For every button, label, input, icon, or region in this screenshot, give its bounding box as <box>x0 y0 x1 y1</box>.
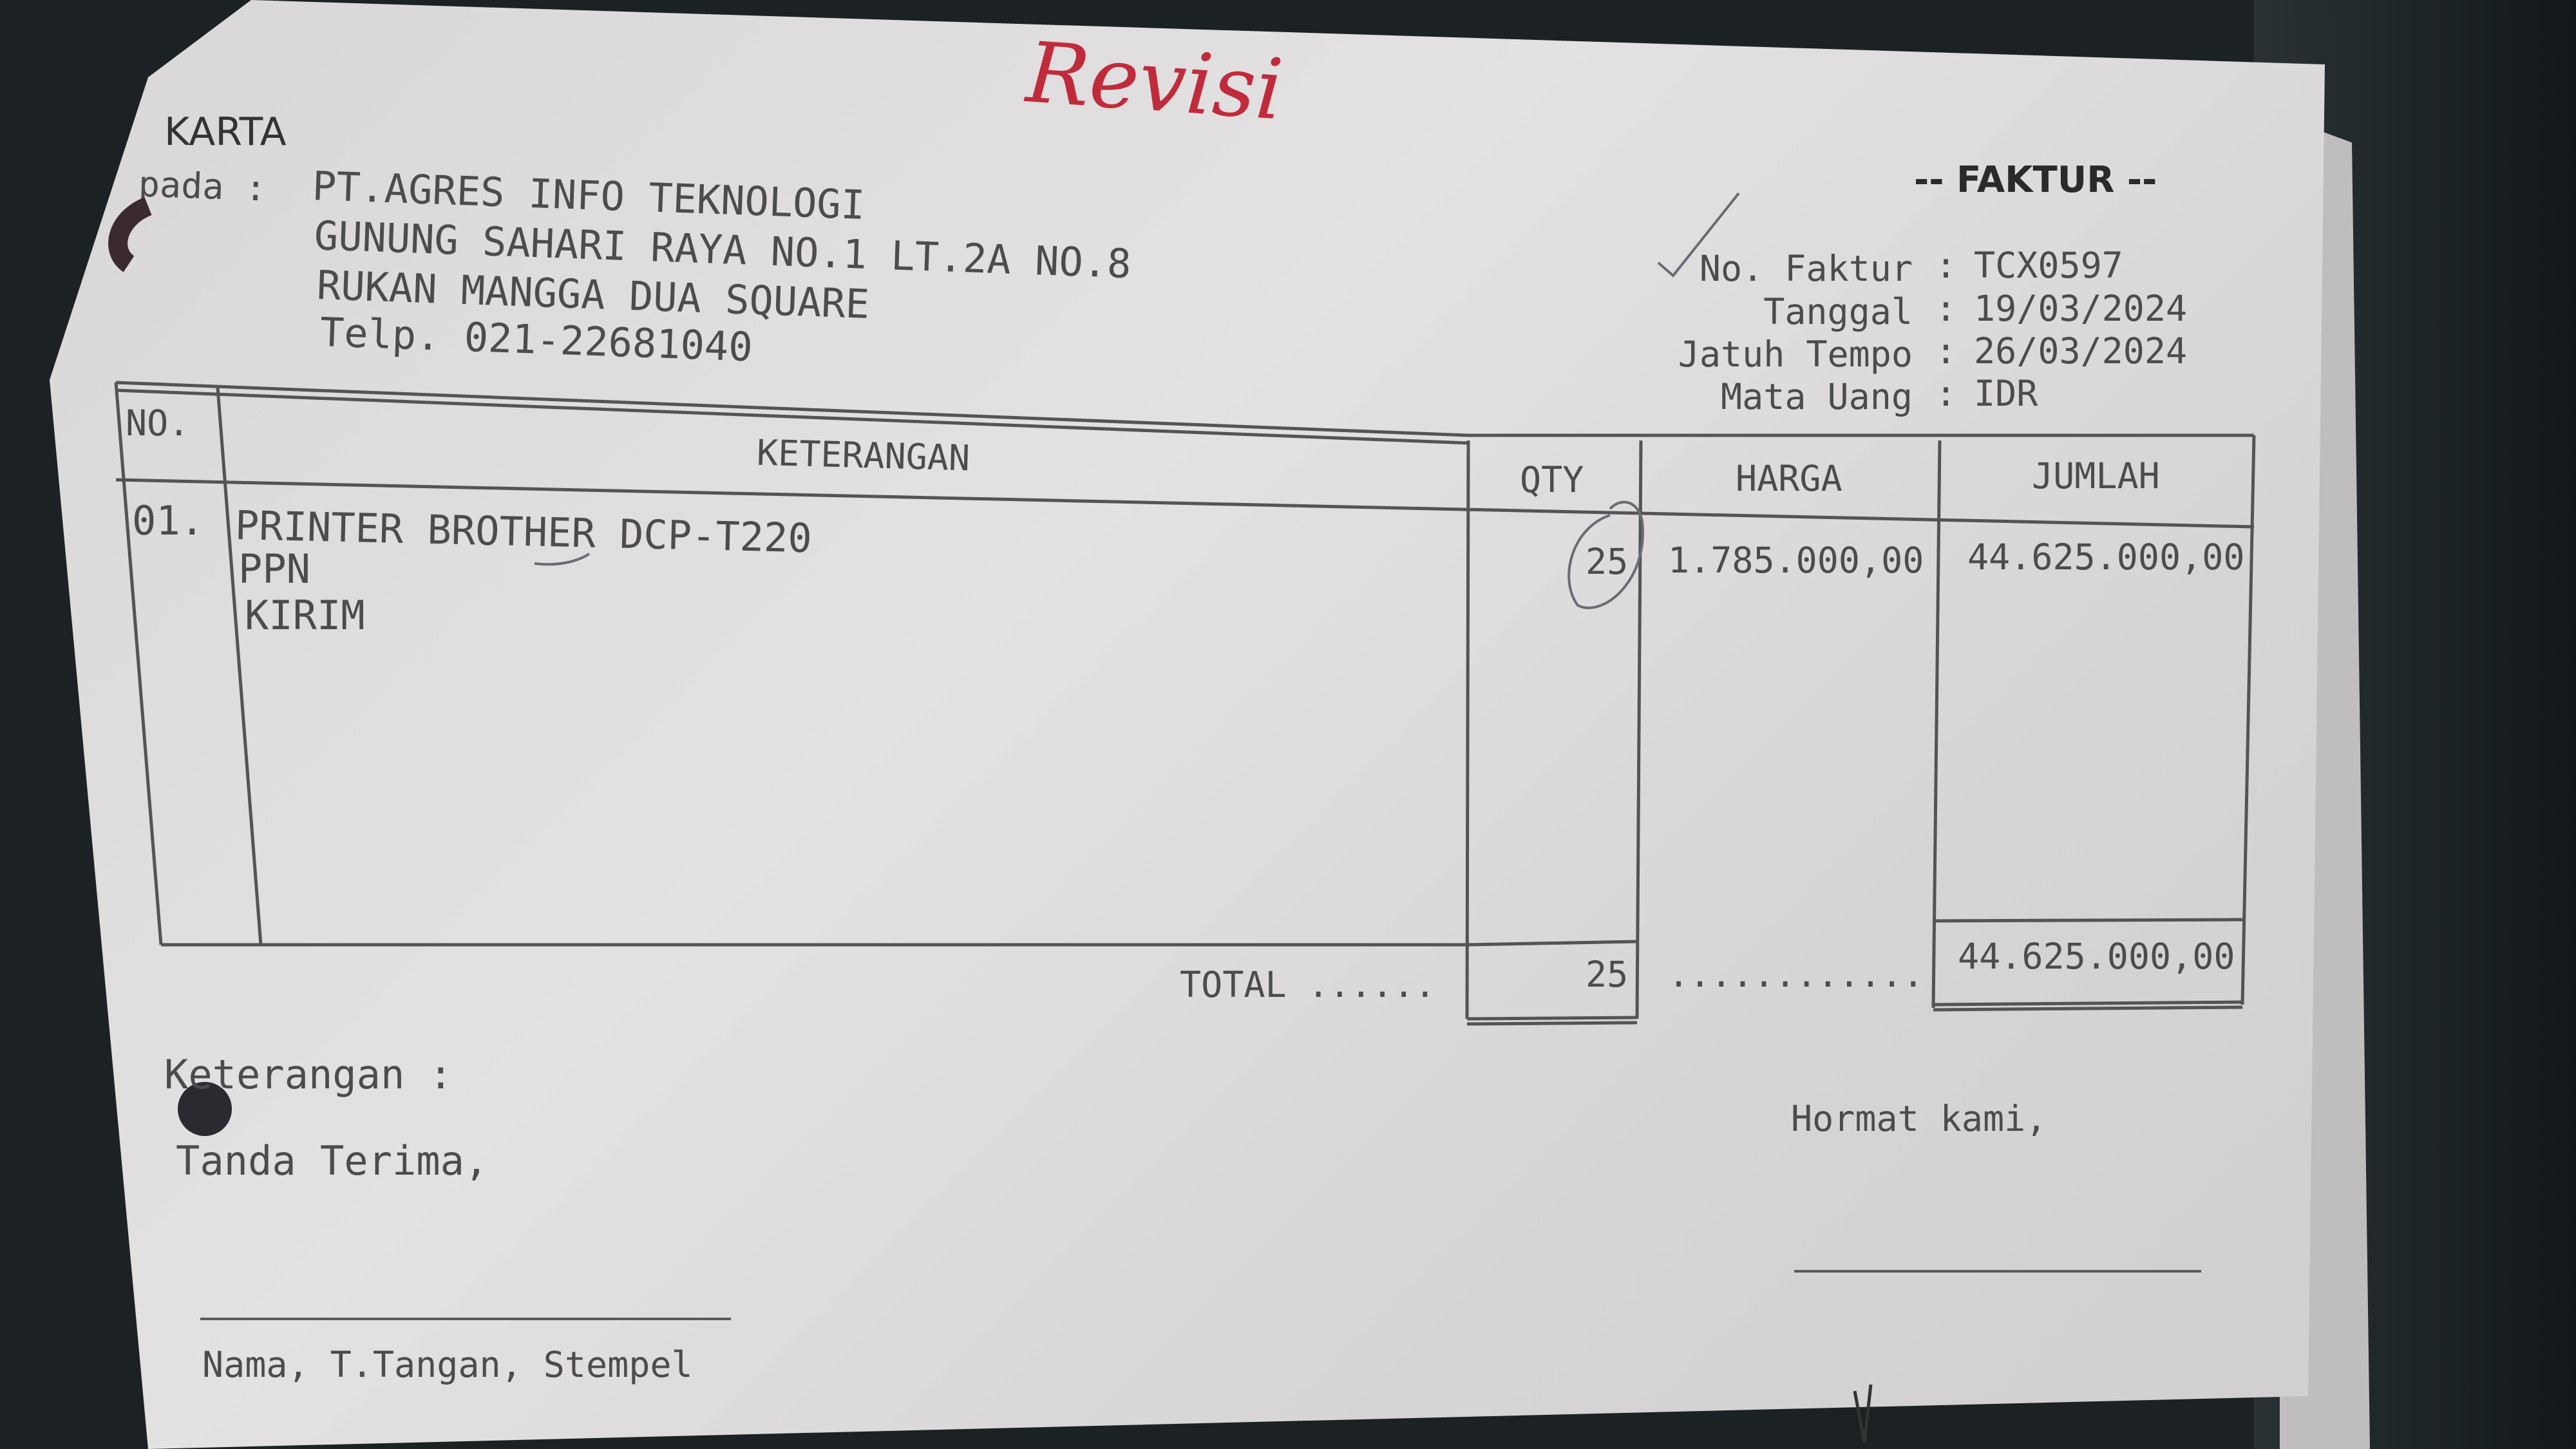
hormat-kami-label: Hormat kami, <box>1791 1098 2047 1139</box>
handwritten-circle-mark <box>1567 500 1644 609</box>
signature-mark <box>1853 1384 1873 1443</box>
table-top-line <box>115 381 2254 437</box>
total-qty-box-bottom-double <box>1466 1021 1638 1026</box>
header-bottom-line <box>115 478 2255 529</box>
total-harga-dots: ............ <box>1668 954 1924 995</box>
table-left-border <box>114 382 163 945</box>
field-value-jatuh-tempo: 26/03/2024 <box>1974 330 2188 372</box>
keterangan-label: Keterangan : <box>164 1051 453 1098</box>
no-column-divider <box>216 387 263 945</box>
field-value-mata-uang: IDR <box>1974 373 2038 414</box>
tanda-terima-label: Tanda Terima, <box>176 1137 489 1184</box>
row-description-ppn: PPN <box>238 545 310 592</box>
header-no: NO. <box>126 402 190 444</box>
row-description: PRINTER BROTHER DCP-T220 <box>234 502 813 562</box>
field-label-jatuh-tempo: Jatuh Tempo <box>1678 334 1913 375</box>
table-bottom-line <box>161 940 1638 947</box>
pencil-underline-mark <box>534 553 591 566</box>
table-top-line-double <box>115 388 1469 445</box>
header-harga: HARGA <box>1736 458 1842 499</box>
qty-column-left <box>1465 440 1470 1019</box>
sender-city: KARTA <box>164 109 287 155</box>
field-value-tanggal: 19/03/2024 <box>1974 288 2188 329</box>
header-keterangan: KETERANGAN <box>756 431 971 479</box>
row-harga: 1.785.000,00 <box>1668 540 1924 581</box>
field-value-no-faktur: TCX0597 <box>1974 245 2123 286</box>
qty-column-right <box>1635 440 1643 1019</box>
field-label-mata-uang: Mata Uang <box>1720 376 1913 417</box>
jumlah-bottom-line <box>1933 918 2243 923</box>
harga-column-right <box>1931 440 1942 1009</box>
field-colon: : <box>1935 288 1957 329</box>
row-qty: 25 <box>1586 541 1629 582</box>
total-jumlah-box-bottom-double <box>1933 1005 2243 1012</box>
field-colon: : <box>1935 330 1957 372</box>
checkmark-icon <box>1657 192 1740 278</box>
table-right-border <box>2240 435 2256 1005</box>
total-qty: 25 <box>1586 954 1629 995</box>
total-qty-box-bottom <box>1466 1016 1638 1021</box>
paper-tear-shadow <box>108 197 153 272</box>
header-jumlah: JUMLAH <box>2032 455 2160 497</box>
row-jumlah: 44.625.000,00 <box>1967 536 2245 578</box>
row-description-kirim: KIRIM <box>245 592 365 639</box>
row-no: 01. <box>132 497 204 544</box>
total-jumlah: 44.625.000,00 <box>1958 936 2235 977</box>
invoice-title: -- FAKTUR -- <box>1914 159 2157 201</box>
signature-caption: Nama, T.Tangan, Stempel <box>202 1344 693 1385</box>
field-label-tanggal: Tanggal <box>1763 291 1913 332</box>
total-jumlah-box-bottom <box>1933 1000 2243 1007</box>
punch-hole <box>178 1082 232 1136</box>
field-colon: : <box>1935 245 1957 286</box>
field-colon: : <box>1935 373 1957 414</box>
sender-signature-line <box>1794 1270 2201 1273</box>
receiver-signature-line <box>200 1318 731 1320</box>
total-label: TOTAL ...... <box>1180 964 1436 1005</box>
field-label-no-faktur: No. Faktur <box>1699 248 1913 289</box>
header-qty: QTY <box>1520 459 1584 500</box>
